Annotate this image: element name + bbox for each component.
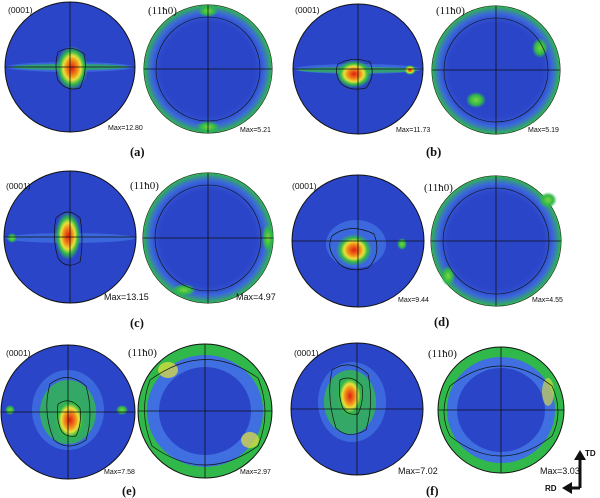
prism-label: (11ħ0)	[148, 5, 177, 17]
prism-pole-figure	[137, 343, 273, 479]
basal-max: Max=12.80	[108, 125, 143, 132]
panel-c	[3, 170, 274, 304]
basal-pole-figure	[3, 170, 137, 304]
basal-label: (0001)	[295, 5, 320, 15]
prism-pole-figure	[143, 4, 273, 134]
panel-caption: (f)	[426, 484, 439, 498]
panel-caption: (b)	[426, 145, 441, 159]
rd-label: RD	[545, 484, 557, 493]
basal-max: Max=7.02	[398, 466, 438, 476]
panel-a	[4, 1, 273, 134]
rd-arrow-head	[562, 482, 572, 494]
panel-d	[291, 174, 562, 308]
panel-caption: (d)	[434, 315, 449, 329]
basal-label: (0001)	[6, 348, 31, 358]
prism-label: (11ħ0)	[130, 180, 159, 192]
basal-pole-figure	[292, 3, 424, 135]
prism-max: Max=2.97	[240, 469, 271, 476]
prism-pole-figure	[431, 5, 561, 135]
panel-caption: (e)	[122, 484, 136, 498]
basal-pole-figure	[290, 342, 424, 476]
prism-max: Max=4.55	[532, 297, 563, 304]
prism-label: (11ħ0)	[128, 347, 157, 359]
panel-b	[292, 3, 561, 135]
panel-e	[0, 343, 273, 480]
basal-label: (0001)	[6, 181, 31, 191]
basal-pole-figure	[291, 174, 425, 308]
basal-max: Max=13.15	[104, 292, 149, 302]
panel-f	[290, 342, 565, 476]
prism-max: Max=5.19	[528, 127, 559, 134]
prism-pole-figure	[142, 172, 274, 304]
prism-label: (11ħ0)	[428, 348, 457, 360]
prism-label: (11ħ0)	[424, 182, 453, 194]
prism-max: Max=3.03	[540, 466, 580, 476]
basal-pole-figure	[4, 1, 136, 133]
basal-pole-figure	[0, 344, 136, 480]
td-label: TD	[585, 449, 596, 458]
basal-label: (0001)	[292, 181, 317, 191]
td-arrow-head	[574, 450, 586, 460]
prism-pole-figure	[430, 175, 562, 307]
basal-max: Max=9.44	[398, 297, 429, 304]
prism-label: (11ħ0)	[436, 5, 465, 17]
prism-pole-figure	[437, 346, 565, 474]
prism-max: Max=5.21	[240, 127, 271, 134]
basal-max: Max=7.58	[104, 469, 135, 476]
panel-caption: (a)	[130, 145, 145, 159]
sample-axes-indicator: TD RD	[545, 449, 596, 494]
basal-max: Max=11.73	[396, 127, 430, 134]
basal-label: (0001)	[8, 5, 33, 15]
prism-max: Max=4.97	[236, 292, 276, 302]
panel-caption: (c)	[130, 316, 144, 330]
basal-label: (0001)	[294, 348, 319, 358]
